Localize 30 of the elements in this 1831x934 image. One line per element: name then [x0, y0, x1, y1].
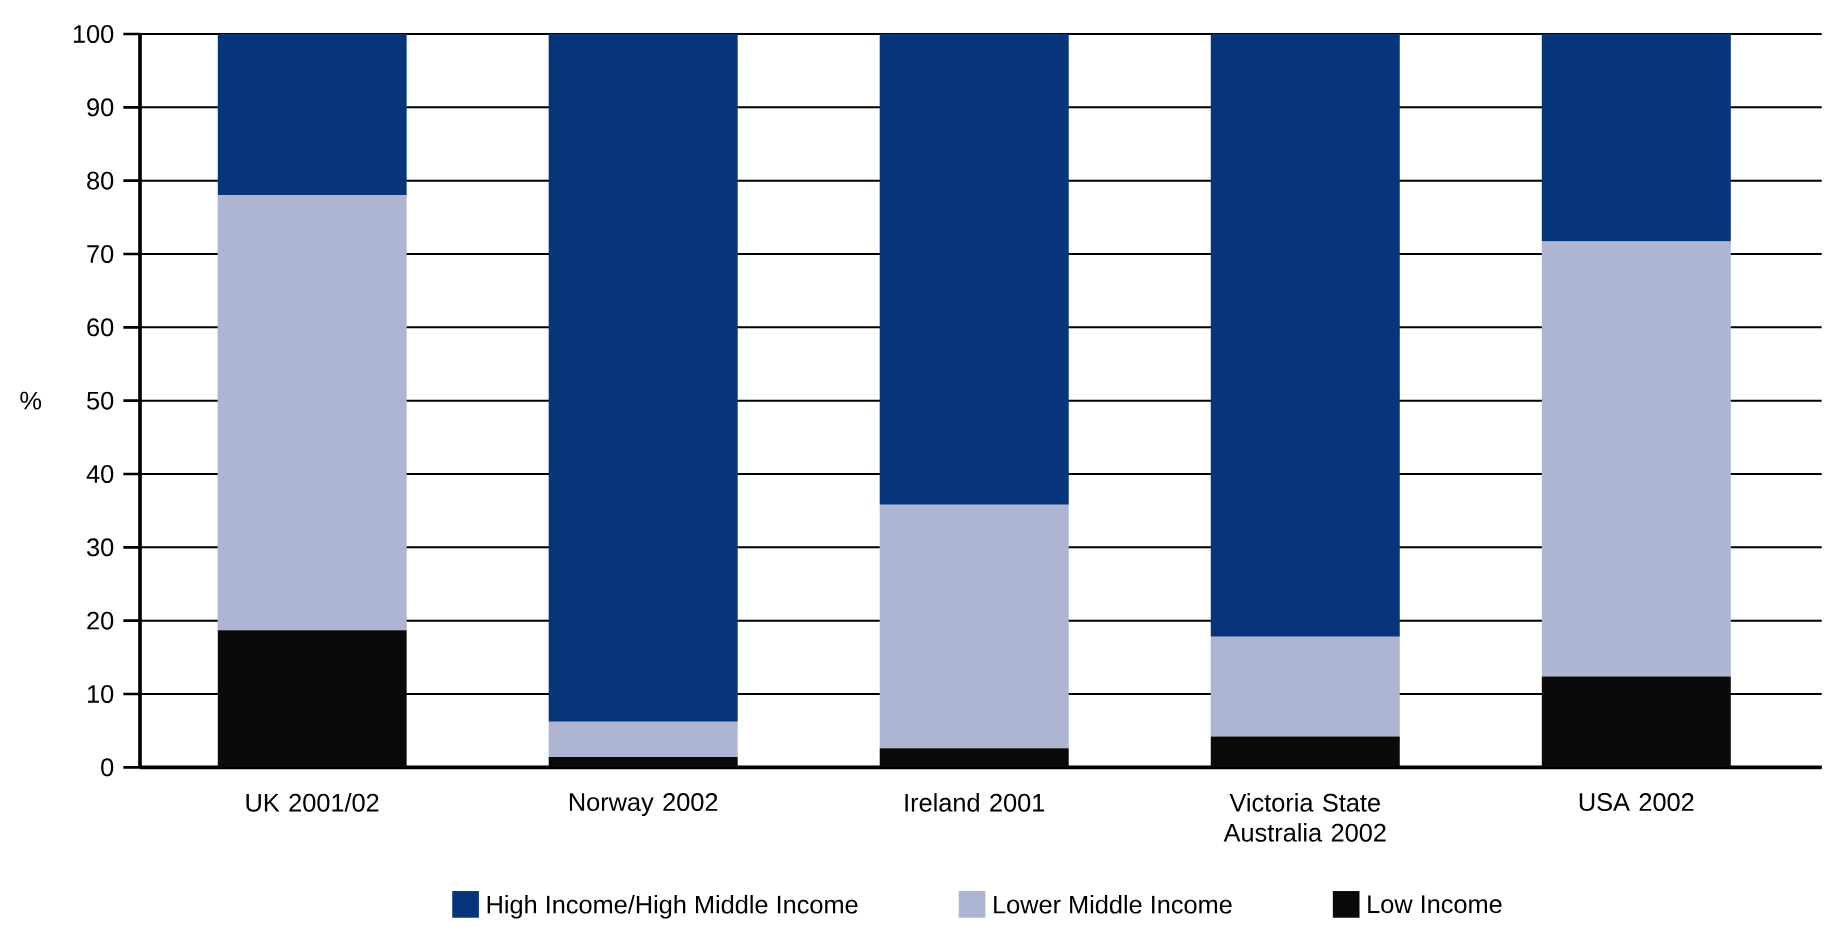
y-tick-label: 70 — [87, 244, 114, 263]
x-tick-label: Ireland 2001 — [905, 793, 1045, 812]
y-tick-label: 100 — [73, 24, 114, 43]
x-tick-label: Victoria State Australia 2002 — [1223, 793, 1386, 842]
y-tick-label: 40 — [86, 464, 114, 483]
y-tick-label: 0 — [101, 758, 114, 777]
legend-label: High Income/High Middle Income — [487, 894, 858, 919]
y-tick-label: 30 — [86, 538, 114, 557]
legend-label: Lower Middle Income — [994, 894, 1232, 914]
bar — [879, 504, 1069, 749]
y-tick-label: 80 — [87, 171, 114, 190]
bar — [1210, 636, 1400, 737]
bar — [548, 721, 738, 758]
y-tick-label: 20 — [87, 611, 114, 630]
y-axis-title: % — [20, 391, 42, 410]
y-tick-label: 90 — [87, 98, 114, 117]
y-tick-label: 10 — [87, 684, 114, 703]
bar — [1541, 33, 1731, 242]
x-tick-label: USA 2002 — [1579, 793, 1694, 812]
bar — [879, 33, 1069, 505]
bar — [217, 195, 407, 631]
y-tick-label: 50 — [87, 391, 114, 410]
x-tick-label: Norway 2002 — [569, 793, 718, 817]
x-tick-label: UK 2001/02 — [246, 793, 379, 812]
bar — [1210, 33, 1400, 637]
bar — [217, 33, 407, 196]
y-tick-label: 60 — [87, 318, 114, 337]
bar — [1541, 241, 1731, 677]
legend-label: Low Income — [1368, 895, 1502, 914]
bar — [548, 33, 738, 722]
